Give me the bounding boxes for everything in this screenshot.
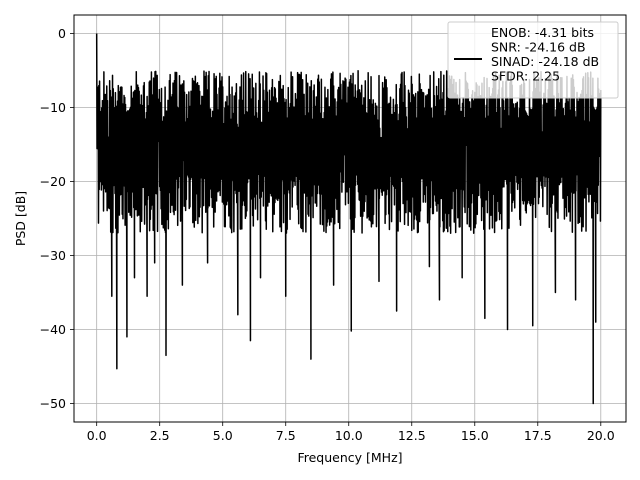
x-tick-label: 2.5 bbox=[150, 428, 170, 443]
y-tick-label: −50 bbox=[40, 396, 66, 411]
psd-trace bbox=[95, 33, 602, 405]
plot-frame bbox=[73, 14, 627, 423]
x-tick-label: 20.0 bbox=[587, 428, 615, 443]
y-axis-label: PSD [dB] bbox=[13, 191, 28, 246]
x-tick-label: 12.5 bbox=[398, 428, 426, 443]
x-tick-label: 17.5 bbox=[524, 428, 552, 443]
legend-sinad: SINAD: -24.18 dB bbox=[491, 54, 599, 69]
y-tick-label: −10 bbox=[40, 100, 66, 115]
y-tick-label: −40 bbox=[40, 322, 66, 337]
x-tick-label: 15.0 bbox=[461, 428, 489, 443]
y-axis-ticks: 0 −10 −20 −30 −40 −50 bbox=[40, 26, 74, 411]
legend: ENOB: -4.31 bits SNR: -24.16 dB SINAD: -… bbox=[447, 21, 619, 99]
x-tick-label: 10.0 bbox=[335, 428, 363, 443]
x-tick-label: 7.5 bbox=[276, 428, 296, 443]
y-tick-label: −30 bbox=[40, 248, 66, 263]
x-axis-ticks: 0.0 2.5 5.0 7.5 10.0 12.5 15.0 17.5 20.0 bbox=[87, 422, 615, 443]
legend-box bbox=[447, 21, 619, 99]
legend-sfdr: SFDR: 2.25 bbox=[491, 69, 560, 84]
x-tick-label: 5.0 bbox=[213, 428, 233, 443]
y-tick-label: −20 bbox=[40, 174, 66, 189]
x-tick-label: 0.0 bbox=[87, 428, 107, 443]
legend-snr: SNR: -24.16 dB bbox=[491, 40, 586, 55]
y-tick-label: 0 bbox=[58, 26, 66, 41]
x-axis-label: Frequency [MHz] bbox=[297, 450, 402, 465]
legend-enob: ENOB: -4.31 bits bbox=[491, 25, 594, 40]
